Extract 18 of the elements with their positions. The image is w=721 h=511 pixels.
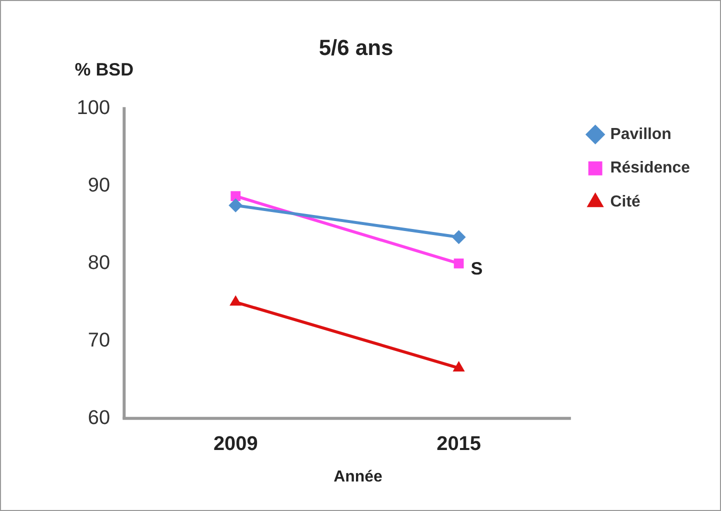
point (228, 198, 243, 212)
chart-title: 5/6 ans (318, 34, 394, 60)
point (452, 230, 466, 244)
legend-label: Pavillon (610, 126, 672, 143)
legend-label: Cité (610, 194, 641, 211)
point (454, 258, 464, 268)
x-axis-title: Année (334, 468, 383, 486)
legend-label: Résidence (610, 160, 690, 177)
annotation: S (470, 258, 483, 278)
y-axis-title: % BSD (74, 60, 134, 80)
x-tick-label: 2015 (436, 432, 481, 455)
y-tick-label: 90 (88, 174, 110, 197)
y-tick-label: 100 (76, 97, 110, 120)
y-tick-label: 70 (88, 329, 110, 352)
y-tick-label: 80 (88, 252, 110, 274)
y-tick-label: 60 (88, 406, 110, 429)
point (230, 191, 241, 202)
x-tick-label: 2009 (213, 432, 258, 455)
